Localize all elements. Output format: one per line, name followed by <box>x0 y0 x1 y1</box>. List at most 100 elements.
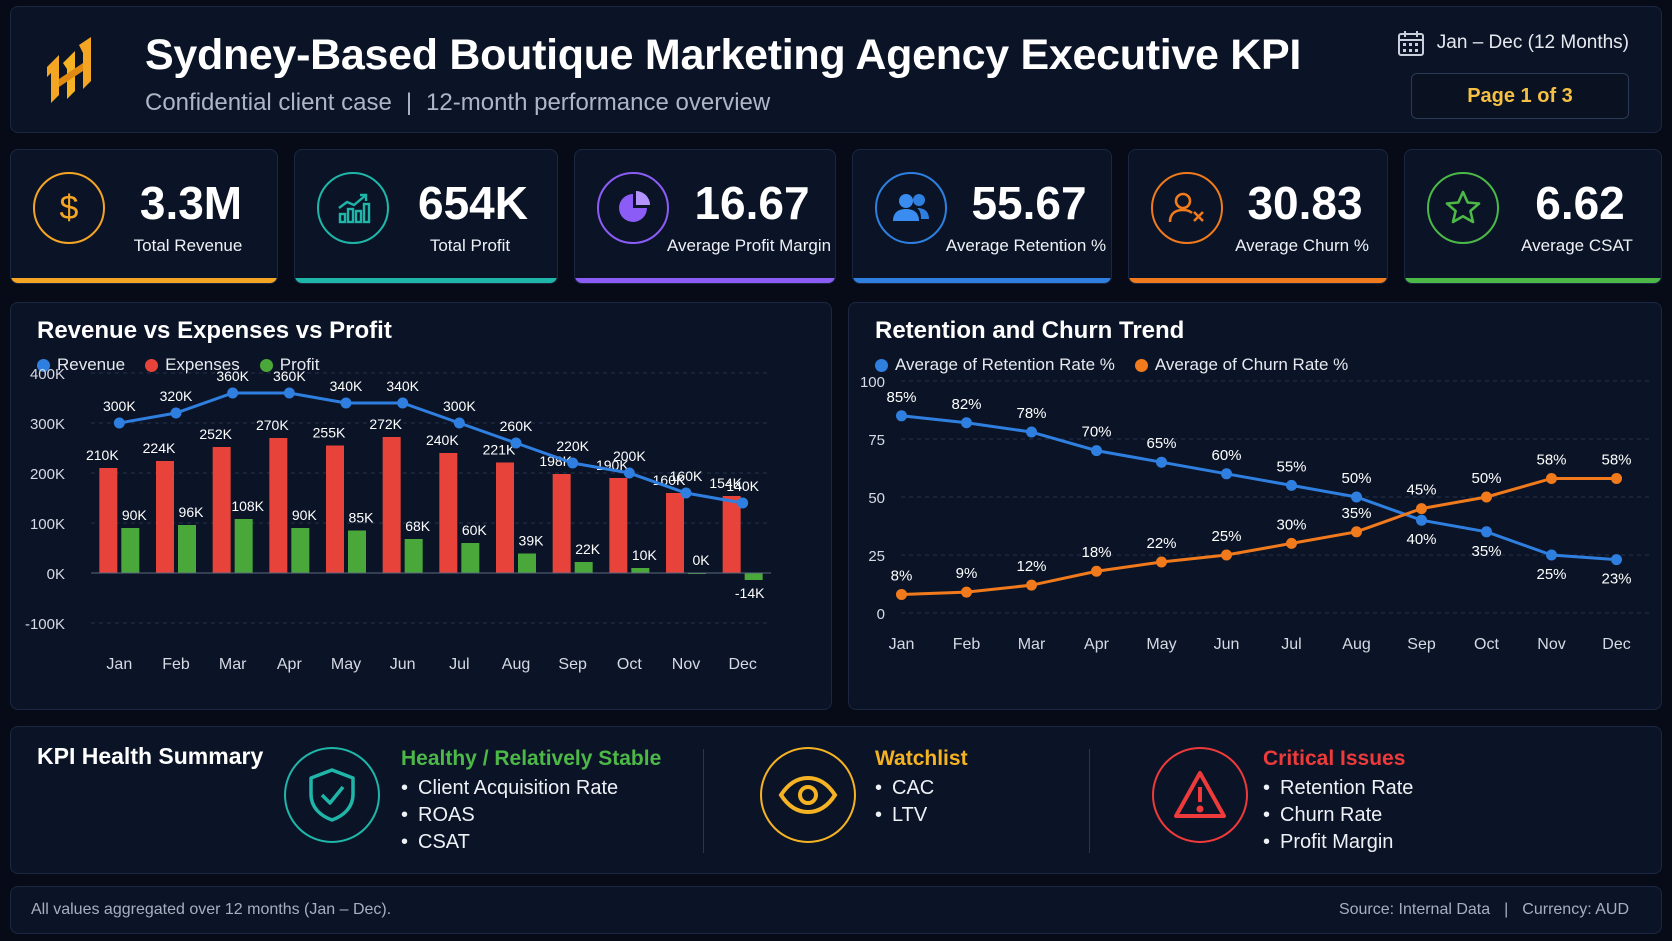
churn-data-label: 58% <box>1601 451 1631 468</box>
kpi-value: 55.67 <box>971 177 1087 229</box>
y-tick-label: 100 <box>860 374 885 391</box>
kpi-card-total-revenue: $ 3.3M Total Revenue <box>10 149 278 284</box>
expenses-data-label: 252K <box>199 426 232 442</box>
churn-point <box>961 586 972 598</box>
list-item: Churn Rate <box>1263 804 1413 831</box>
x-tick-label: Oct <box>1474 636 1499 653</box>
legend-label: Average of Retention Rate % <box>895 355 1115 374</box>
revenue-point <box>453 417 465 429</box>
x-tick-label: Jan <box>106 656 132 673</box>
revenue-point <box>567 457 579 469</box>
kpi-accent-bar <box>1405 278 1661 283</box>
dollar-icon: $ <box>33 172 105 244</box>
health-group-critical: Critical Issues Retention Rate Churn Rat… <box>1111 727 1663 875</box>
churn-line <box>901 476 1617 596</box>
page-indicator[interactable]: Page 1 of 3 <box>1411 73 1629 119</box>
profit-data-label: 85K <box>349 510 375 526</box>
growth-chart-icon <box>317 172 389 244</box>
retention-point <box>1221 468 1232 480</box>
retention-point <box>1351 491 1362 503</box>
churn-point <box>896 588 907 600</box>
list-item: Retention Rate <box>1263 777 1413 804</box>
x-tick-label: Nov <box>1537 636 1565 653</box>
retention-churn-chart: Retention and Churn Trend Average of Ret… <box>848 302 1662 710</box>
kpi-label: Average CSAT <box>1521 236 1633 255</box>
x-tick-label: Jun <box>1214 636 1240 653</box>
profit-data-label: 90K <box>122 507 148 523</box>
footer-meta: Source: Internal Data | Currency: AUD <box>1339 901 1629 919</box>
legend-item-profit[interactable]: Profit <box>259 355 319 375</box>
x-tick-label: Apr <box>277 656 303 673</box>
retention-point <box>1481 526 1492 538</box>
expenses-bar <box>212 447 231 573</box>
profit-data-label: 90K <box>292 507 318 523</box>
legend-label: Revenue <box>57 355 126 374</box>
health-group-title: Healthy / Relatively Stable <box>401 747 662 770</box>
retention-data-label: 60% <box>1211 447 1241 464</box>
kpi-card-total-profit: 654K Total Profit <box>294 149 558 284</box>
legend-item-expenses[interactable]: Expenses <box>145 355 240 375</box>
revenue-point <box>170 407 182 419</box>
revenue-point <box>510 437 522 449</box>
revenue-data-label: 360K <box>216 368 249 384</box>
expenses-bar <box>439 453 458 573</box>
page-title: Sydney-Based Boutique Marketing Agency E… <box>145 31 1302 79</box>
kpi-accent-bar <box>295 278 557 283</box>
expenses-bar <box>156 461 174 573</box>
chart-title: Retention and Churn Trend <box>875 317 1185 344</box>
x-tick-label: Oct <box>617 656 642 673</box>
kpi-card-average-retention: 55.67 Average Retention % <box>852 149 1112 284</box>
revenue-expenses-profit-chart: Revenue vs Expenses vs Profit Revenue Ex… <box>10 302 832 710</box>
star-icon <box>1427 172 1499 244</box>
retention-data-label: 35% <box>1471 543 1501 560</box>
revenue-point <box>113 417 125 429</box>
chart-legend: Average of Retention Rate % Average of C… <box>875 355 1348 375</box>
kpi-health-summary: KPI Health Summary Healthy / Relatively … <box>10 726 1662 874</box>
expenses-data-label: 221K <box>483 442 516 458</box>
profit-data-label: 10K <box>632 547 658 563</box>
profit-data-label: 108K <box>231 498 264 514</box>
shield-check-icon <box>284 747 380 843</box>
page-subtitle: Confidential client case | 12-month perfor… <box>145 89 770 117</box>
churn-data-label: 18% <box>1081 544 1111 561</box>
expenses-bar <box>609 478 628 573</box>
legend-item-churn[interactable]: Average of Churn Rate % <box>1134 355 1348 375</box>
retention-point <box>896 410 907 422</box>
list-item: Profit Margin <box>1263 831 1413 858</box>
churn-point <box>1611 472 1622 484</box>
revenue-point <box>623 467 635 479</box>
profit-data-label: 22K <box>575 541 601 557</box>
legend-item-revenue[interactable]: Revenue <box>37 355 125 375</box>
retention-data-label: 23% <box>1601 571 1631 588</box>
kpi-value: 3.3M <box>139 177 243 229</box>
chart-plot-area: 0 25 50 75 100 Jan Feb Mar Apr May Jun Jul Aug Sep Oct… <box>860 374 1649 653</box>
expenses-bar <box>666 493 684 573</box>
kpi-label: Average Retention % <box>945 236 1107 255</box>
profit-bar <box>404 539 423 573</box>
retention-point <box>1611 554 1622 566</box>
x-tick-label: Apr <box>1084 636 1110 653</box>
profit-bar <box>574 562 593 573</box>
profit-bar <box>461 543 480 573</box>
date-range[interactable]: Jan – Dec (12 Months) <box>1397 29 1629 57</box>
retention-data-label: 82% <box>951 396 981 413</box>
chart-legend: Revenue Expenses Profit <box>37 355 319 375</box>
churn-data-label: 12% <box>1016 558 1046 575</box>
subtitle-separator: | <box>405 89 413 116</box>
profit-data-label: 68K <box>405 518 431 534</box>
retention-data-label: 78% <box>1016 405 1046 422</box>
revenue-point <box>680 487 692 499</box>
x-tick-label: Mar <box>1018 636 1046 653</box>
expenses-data-label: 272K <box>369 416 402 432</box>
revenue-data-label: 300K <box>103 398 136 414</box>
churn-data-label: 58% <box>1536 451 1566 468</box>
profit-data-label: 39K <box>519 533 545 549</box>
legend-item-retention[interactable]: Average of Retention Rate % <box>875 355 1115 375</box>
health-group-list: Client Acquisition Rate ROAS CSAT <box>401 777 618 858</box>
revenue-data-label: 160K <box>670 468 703 484</box>
footer-separator: | <box>1504 901 1509 918</box>
x-tick-label: Feb <box>162 656 190 673</box>
date-range-label: Jan – Dec (12 Months) <box>1436 32 1629 53</box>
retention-line <box>901 414 1617 562</box>
x-tick-label: Jul <box>449 656 469 673</box>
